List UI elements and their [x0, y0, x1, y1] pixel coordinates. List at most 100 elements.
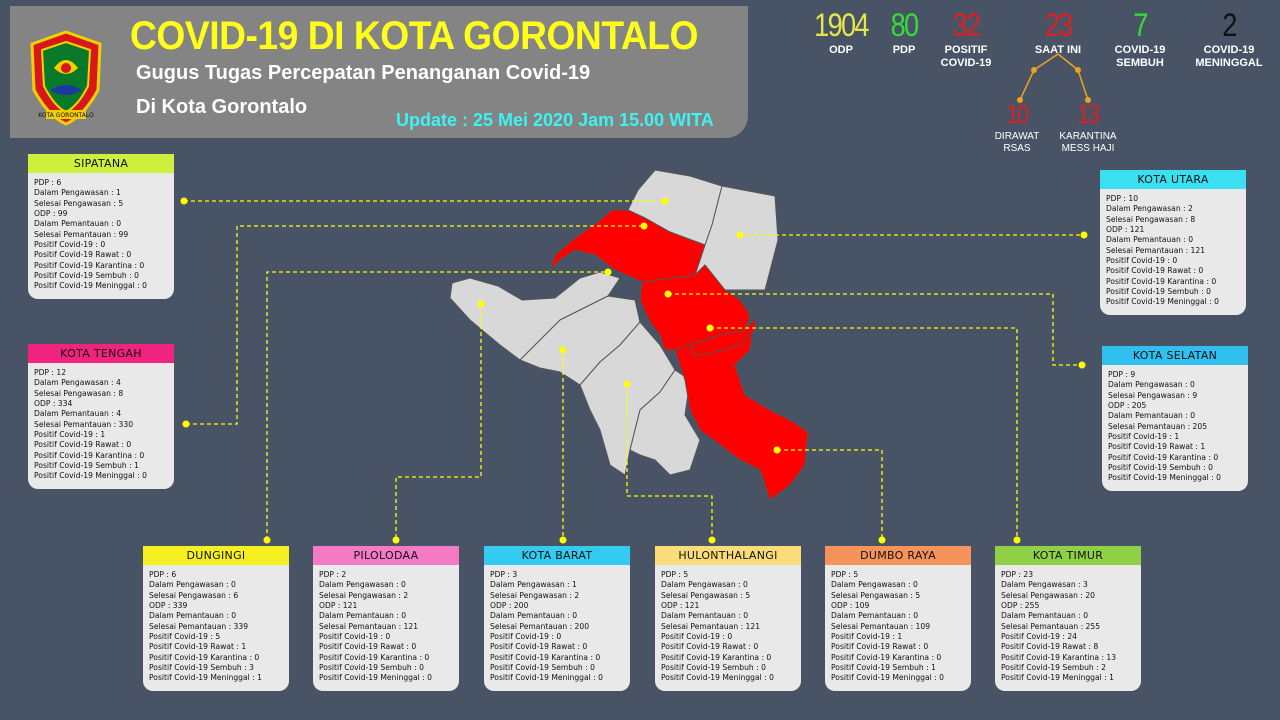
panel-stat-line: Dalam Pengawasan : 0	[319, 580, 406, 590]
panel-title: KOTA TIMUR	[995, 546, 1141, 565]
stat-dirawat-label: DIRAWAT RSAS	[994, 131, 1040, 154]
panel-stat-line: Selesai Pemantauan : 330	[34, 419, 134, 429]
panel-stat-line: Positif Covid-19 Karantina : 0	[34, 450, 145, 460]
panel-stat-line: Positif Covid-19 Rawat : 0	[34, 250, 132, 260]
panel-stat-line: Positif Covid-19 Sembuh : 0	[34, 271, 139, 281]
panel-stat-line: Positif Covid-19 Meninggal : 0	[1106, 297, 1219, 307]
panel-stat-line: ODP : 205	[1108, 401, 1147, 411]
district-connectors	[184, 200, 1084, 540]
panel-title: HULONTHALANGI	[655, 546, 801, 565]
panel-stat-line: ODP : 99	[34, 209, 68, 219]
panel-stat-line: Positif Covid-19 Rawat : 1	[1108, 442, 1206, 452]
panel-stat-line: Positif Covid-19 Meninggal : 0	[831, 673, 944, 683]
panel-stat-line: Positif Covid-19 Rawat : 0	[34, 440, 132, 450]
panel-stat-line: Positif Covid-19 Sembuh : 0	[319, 663, 424, 673]
panel-stat-line: Selesai Pemantauan : 339	[149, 621, 249, 631]
panel-stat-line: ODP : 109	[831, 601, 870, 611]
panel-stat-line: Selesai Pemantauan : 205	[1108, 421, 1208, 431]
panel-stat-line: Selesai Pengawasan : 20	[1001, 590, 1096, 600]
stat-dirawat: 10 DIRAWAT RSAS	[988, 100, 1046, 155]
city-emblem-icon: KOTA GORONTALO	[30, 30, 102, 126]
panel-stat-line: Positif Covid-19 : 0	[34, 240, 106, 250]
panel-stat-line: PDP : 9	[1108, 370, 1136, 379]
stat-pdp-value: 80	[890, 7, 920, 43]
panel-body: PDP : 23 Dalam Pengawasan : 3 Selesai Peng…	[995, 565, 1141, 691]
panel-stat-line: Selesai Pengawasan : 5	[34, 198, 124, 208]
panel-stat-line: PDP : 5	[831, 570, 859, 579]
panel-stat-line: Dalam Pemantauan : 0	[149, 611, 237, 621]
panel-stat-line: Positif Covid-19 : 1	[34, 430, 106, 440]
panel-stat-line: Dalam Pengawasan : 0	[831, 580, 918, 590]
panel-stat-line: Positif Covid-19 Karantina : 0	[490, 652, 601, 662]
panel-stat-line: Dalam Pemantauan : 0	[490, 611, 578, 621]
panel-hulonthalangi: HULONTHALANGI PDP : 5 Dalam Pengawasan : …	[655, 546, 801, 691]
panel-kota-selatan: KOTA SELATAN PDP : 9 Dalam Pengawasan : 0…	[1102, 346, 1248, 491]
panel-stat-line: Positif Covid-19 Meninggal : 0	[34, 281, 147, 291]
panel-stat-line: PDP : 5	[661, 570, 689, 579]
panel-stat-line: Positif Covid-19 Sembuh : 1	[831, 663, 936, 673]
panel-title: KOTA UTARA	[1100, 170, 1246, 189]
panel-stat-line: PDP : 23	[1001, 570, 1034, 579]
connector-dot	[1017, 97, 1023, 103]
stat-meninggal: 2 COVID-19 MENINGGAL	[1188, 8, 1270, 70]
panel-stat-line: Selesai Pengawasan : 8	[1106, 214, 1196, 224]
panel-stat-line: Selesai Pemantauan : 99	[34, 229, 129, 239]
panel-stat-line: Positif Covid-19 Karantina : 0	[831, 652, 942, 662]
connector-kota-timur	[710, 327, 1018, 540]
stat-sembuh: 7 COVID-19 SEMBUH	[1104, 8, 1176, 70]
panel-stat-line: Dalam Pemantauan : 0	[831, 611, 919, 621]
panel-stat-line: Positif Covid-19 Rawat : 0	[319, 642, 417, 652]
panel-stat-line: Positif Covid-19 Sembuh : 1	[34, 461, 139, 471]
stat-karantina: 13 KARANTINA MESS HAJI	[1052, 100, 1124, 155]
panel-stat-line: PDP : 10	[1106, 194, 1139, 203]
stat-dirawat-value: 10	[1006, 99, 1029, 129]
connector-kota-selatan	[668, 293, 1082, 366]
connector-dots	[180, 197, 1088, 544]
panel-stat-line: Positif Covid-19 Sembuh : 0	[661, 663, 766, 673]
panel-stat-line: ODP : 121	[319, 601, 358, 611]
panel-stat-line: PDP : 6	[34, 178, 62, 187]
panel-stat-line: ODP : 200	[490, 601, 529, 611]
panel-stat-line: Dalam Pemantauan : 0	[1106, 235, 1194, 245]
panel-stat-line: Positif Covid-19 Karantina : 13	[1001, 652, 1117, 662]
panel-stat-line: Positif Covid-19 : 0	[661, 632, 733, 642]
connector-dot	[1085, 97, 1091, 103]
panel-stat-line: Positif Covid-19 : 1	[831, 632, 903, 642]
map-positive-districts	[549, 209, 809, 501]
panel-stat-line: Selesai Pemantauan : 255	[1001, 621, 1101, 631]
stat-odp-label: ODP	[829, 44, 853, 56]
panel-stat-line: Positif Covid-19 Karantina : 0	[319, 652, 430, 662]
panel-stat-line: Positif Covid-19 : 1	[1108, 432, 1180, 442]
stat-sembuh-label: COVID-19 SEMBUH	[1114, 44, 1166, 69]
stat-saat-ini-value: 23	[1044, 7, 1074, 43]
stat-pdp: 80 PDP	[876, 8, 932, 57]
stat-meninggal-value: 2	[1222, 7, 1237, 43]
panel-stat-line: Positif Covid-19 Sembuh : 0	[1108, 463, 1213, 473]
panel-stat-line: Selesai Pengawasan : 6	[149, 590, 239, 600]
panel-stat-line: Selesai Pengawasan : 5	[831, 590, 921, 600]
panel-stat-line: Selesai Pengawasan : 5	[661, 590, 751, 600]
panel-stat-line: ODP : 339	[149, 601, 188, 611]
panel-stat-line: PDP : 12	[34, 368, 67, 377]
panel-stat-line: Positif Covid-19 Rawat : 0	[490, 642, 588, 652]
panel-body: PDP : 9 Dalam Pengawasan : 0 Selesai Penga…	[1102, 365, 1248, 491]
panel-stat-line: Dalam Pengawasan : 1	[34, 188, 121, 198]
panel-body: PDP : 6 Dalam Pengawasan : 0 Selesai Penga…	[143, 565, 289, 691]
panel-stat-line: Selesai Pemantauan : 121	[319, 621, 419, 631]
panel-stat-line: Positif Covid-19 Meninggal : 0	[34, 471, 147, 481]
connector-kota-tengah	[186, 225, 644, 425]
panel-stat-line: Dalam Pemantauan : 0	[319, 611, 407, 621]
panel-stat-line: Selesai Pengawasan : 9	[1108, 390, 1198, 400]
panel-title: DUMBO RAYA	[825, 546, 971, 565]
panel-stat-line: ODP : 121	[1106, 225, 1145, 235]
panel-body: PDP : 6 Dalam Pengawasan : 1 Selesai Penga…	[28, 173, 174, 299]
panel-stat-line: Dalam Pengawasan : 4	[34, 378, 121, 388]
panel-stat-line: Positif Covid-19 Sembuh : 0	[490, 663, 595, 673]
stat-positif: 32 POSITIF COVID-19	[932, 8, 1000, 70]
panel-stat-line: ODP : 334	[34, 399, 73, 409]
stat-positif-label: POSITIF COVID-19	[940, 44, 992, 69]
panel-body: PDP : 10 Dalam Pengawasan : 2 Selesai Peng…	[1100, 189, 1246, 315]
panel-stat-line: Positif Covid-19 : 0	[490, 632, 562, 642]
stat-connectors	[1019, 53, 1089, 101]
